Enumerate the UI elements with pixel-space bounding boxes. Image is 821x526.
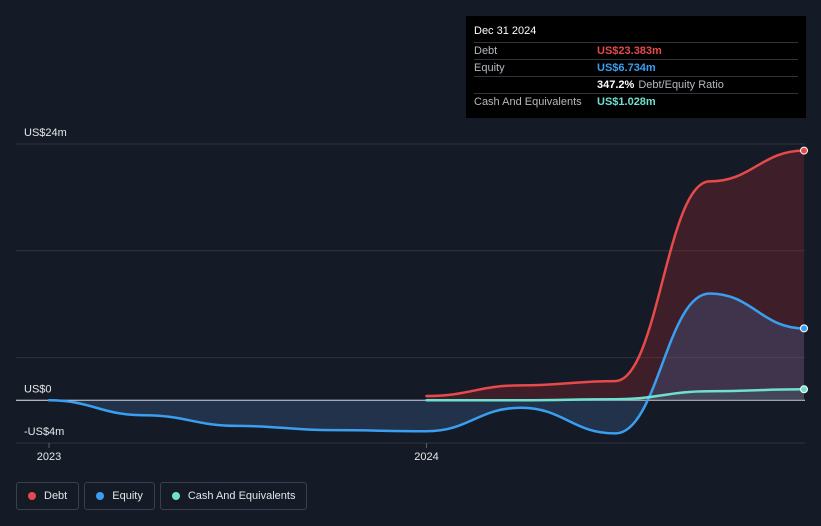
debt-line (425, 149, 806, 398)
series-end-markers (800, 146, 808, 394)
y-tick-label: US$24m (24, 127, 67, 139)
tooltip-label (474, 77, 597, 93)
gridlines (16, 143, 805, 444)
tooltip-value-equity: US$6.734m (597, 62, 656, 74)
series-lines (47, 149, 806, 435)
cash-dot-icon (171, 492, 180, 500)
chart-legend: Debt Equity Cash And Equivalents (16, 482, 308, 510)
tooltip-row-ratio: 347.2% Debt/Equity Ratio (474, 76, 798, 93)
tooltip-date: Dec 31 2024 (474, 25, 537, 37)
legend-item-cash[interactable]: Cash And Equivalents (159, 482, 308, 510)
y-axis-labels: US$24m US$0 -US$4m (24, 127, 67, 438)
tooltip-label: Cash And Equivalents (474, 96, 582, 108)
tooltip-panel: Dec 31 2024 Debt US$23.383m Equity US$6.… (466, 16, 806, 118)
y-tick-label: US$0 (24, 383, 52, 395)
tooltip-label: Debt (474, 45, 498, 57)
debt-end-marker (800, 146, 808, 155)
equity-line (47, 292, 806, 435)
tooltip-row-debt: Debt US$23.383m (474, 42, 798, 59)
equity-dot-icon (96, 492, 105, 500)
x-tick-label: 2023 (37, 451, 61, 463)
legend-label: Equity (112, 490, 143, 502)
debt-area (426, 150, 804, 401)
tooltip-value-cash: US$1.028m (597, 96, 656, 108)
tooltip-row-equity: Equity US$6.734m (474, 59, 798, 76)
legend-label: Debt (44, 490, 68, 502)
tooltip-ratio-label: Debt/Equity Ratio (638, 79, 724, 91)
equity-end-marker (800, 324, 808, 333)
x-axis-labels: 2023 2024 (37, 443, 439, 463)
legend-item-equity[interactable]: Equity (84, 482, 155, 510)
legend-item-debt[interactable]: Debt (16, 482, 80, 510)
legend-label: Cash And Equivalents (187, 490, 296, 502)
equity-area (49, 293, 804, 434)
cash-line (425, 388, 806, 402)
tooltip-value-ratio: 347.2% (597, 79, 635, 91)
cash-end-marker (800, 385, 808, 394)
tooltip-row-cash: Cash And Equivalents US$1.028m (474, 93, 798, 110)
debt-dot-icon (28, 492, 36, 500)
tooltip-value-debt: US$23.383m (597, 45, 662, 57)
y-tick-label: -US$4m (24, 426, 64, 438)
x-tick-label: 2024 (414, 451, 438, 463)
tooltip-label: Equity (474, 62, 505, 74)
